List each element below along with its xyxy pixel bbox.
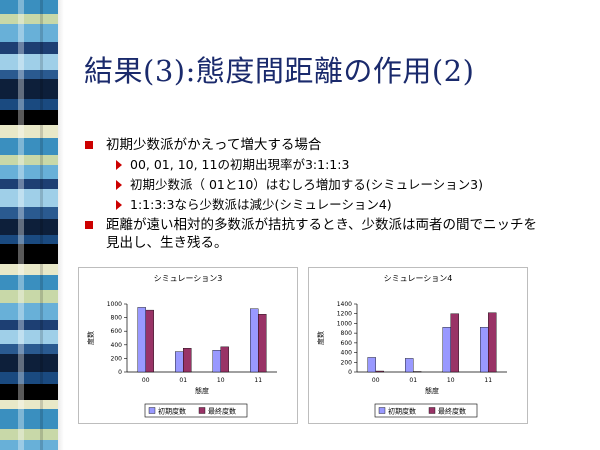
x-tick-label: 00 [372, 377, 380, 384]
bar-final [258, 314, 267, 373]
bullet-2-text: 距離が遠い相対的多数派が拮抗するとき、少数派は両者の間でニッチを見出し、生き残る… [106, 217, 538, 251]
legend-swatch [428, 407, 436, 414]
y-axis-label: 度数 [86, 331, 95, 345]
y-tick-label: 800 [341, 330, 353, 337]
legend-label: 最終度数 [208, 407, 236, 416]
sub-bullet-2: 初期少数派（ 01と10）はむしろ増加する(シミュレーション3) [116, 177, 483, 193]
x-tick-label: 01 [179, 377, 187, 384]
legend-swatch [378, 407, 386, 414]
triangle-bullet-icon [116, 160, 122, 170]
bar-final [220, 346, 229, 373]
bar-initial [137, 307, 146, 373]
bar-final [183, 347, 192, 373]
y-tick-label: 400 [111, 342, 123, 349]
legend-label: 初期度数 [158, 407, 186, 416]
x-tick-label: 00 [142, 377, 150, 384]
y-tick-label: 0 [118, 369, 122, 376]
x-tick-label: 10 [447, 377, 455, 384]
x-axis-label: 態度 [425, 386, 439, 395]
y-tick-label: 800 [111, 315, 123, 322]
slide-title: 結果(3):態度間距離の作用(2) [84, 54, 475, 88]
sub-bullet-1: 00, 01, 10, 11の初期出現率が3:1:1:3 [116, 157, 350, 173]
legend-swatch [148, 407, 156, 414]
triangle-bullet-icon [116, 180, 122, 190]
chart-simulation-4-svg: シミュレーション4 0 200 400 600 800 1000 1200 1400 度数 00 01… [316, 274, 507, 418]
bar-initial [367, 357, 376, 373]
legend-label: 最終度数 [438, 407, 466, 416]
sub-bullet-3-text: 1:1:3:3なら少数派は減少(シミュレーション4) [130, 197, 392, 212]
square-bullet-icon [85, 141, 93, 149]
y-tick-label: 200 [341, 359, 353, 366]
bar-initial [212, 350, 221, 373]
bullet-1-text: 初期少数派がかえって増大する場合 [106, 137, 322, 153]
bar-initial [250, 308, 259, 373]
bar-initial [405, 358, 414, 373]
x-axis-label: 態度 [195, 386, 209, 395]
x-tick-label: 11 [484, 377, 492, 384]
chart-title: シミュレーション3 [154, 274, 223, 283]
sub-bullet-1-text: 00, 01, 10, 11の初期出現率が3:1:1:3 [130, 157, 350, 172]
y-tick-label: 200 [111, 355, 123, 362]
y-tick-label: 0 [348, 369, 352, 376]
bar-final [450, 313, 459, 373]
legend-label: 初期度数 [388, 407, 416, 416]
bullet-1: 初期少数派がかえって増大する場合 [85, 136, 546, 154]
y-tick-label: 1200 [337, 311, 352, 318]
square-bullet-icon [85, 221, 93, 229]
bar-initial [175, 351, 184, 373]
legend-swatch [198, 407, 206, 414]
x-tick-label: 01 [409, 377, 417, 384]
y-axis-label: 度数 [316, 331, 325, 345]
sub-bullet-2-text: 初期少数派（ 01と10）はむしろ増加する(シミュレーション3) [130, 177, 483, 192]
y-tick-label: 1000 [107, 301, 122, 308]
chart-title: シミュレーション4 [384, 274, 453, 283]
y-tick-label: 1000 [337, 320, 352, 327]
x-tick-label: 11 [254, 377, 262, 384]
y-tick-label: 1400 [337, 301, 352, 308]
bar-final [375, 370, 384, 373]
legend-box [144, 403, 248, 418]
legend-box [374, 403, 478, 418]
y-tick-label: 600 [111, 328, 123, 335]
chart-legend: 初期度数 最終度数 [144, 403, 248, 418]
bar-initial [480, 327, 489, 373]
bullet-2: 距離が遠い相対的多数派が拮抗するとき、少数派は両者の間でニッチを見出し、生き残る… [85, 216, 546, 252]
bar-initial [442, 327, 451, 373]
strip-shadow [58, 0, 64, 450]
chart-simulation-3: シミュレーション3 0 200 400 600 800 1000 度数 00 01 10 11 態度初期… [78, 267, 298, 424]
y-tick-label: 400 [341, 350, 353, 357]
decorative-side-strip [0, 0, 58, 450]
chart-simulation-4: シミュレーション4 0 200 400 600 800 1000 1200 1400 度数 00 01… [308, 267, 528, 424]
chart-simulation-3-svg: シミュレーション3 0 200 400 600 800 1000 度数 00 01 10 11 態度初期… [86, 274, 277, 418]
chart-legend: 初期度数 最終度数 [374, 403, 478, 418]
sub-bullet-3: 1:1:3:3なら少数派は減少(シミュレーション4) [116, 197, 392, 213]
bar-final [488, 312, 497, 373]
x-tick-label: 10 [217, 377, 225, 384]
bar-final [145, 309, 154, 373]
triangle-bullet-icon [116, 200, 122, 210]
y-tick-label: 600 [341, 340, 353, 347]
